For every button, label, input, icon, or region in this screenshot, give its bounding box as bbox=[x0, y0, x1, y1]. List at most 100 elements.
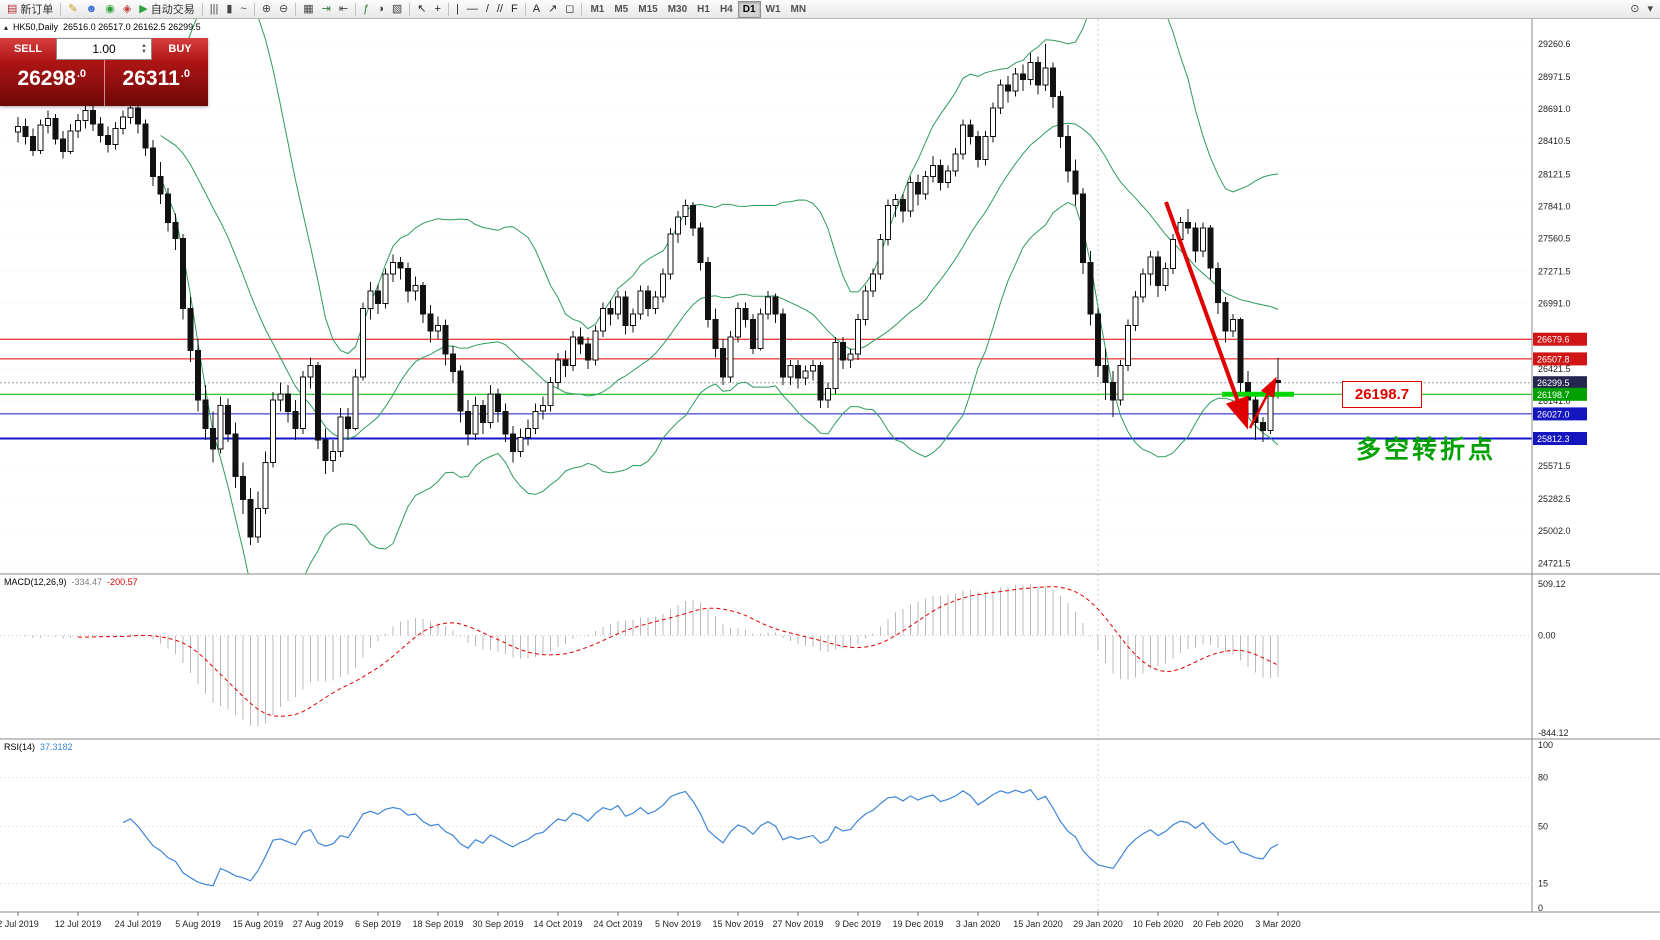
zoom-in-icon[interactable]: ⊕ bbox=[258, 0, 275, 18]
bollinger-upper-line bbox=[160, 19, 1279, 355]
svg-text:26027.0: 26027.0 bbox=[1537, 409, 1570, 419]
svg-text:26679.6: 26679.6 bbox=[1537, 335, 1570, 345]
svg-text:9 Dec 2019: 9 Dec 2019 bbox=[835, 919, 881, 929]
timeframe-h4[interactable]: H4 bbox=[719, 3, 733, 15]
toolbar-right-group: ⊙ ▾ bbox=[1626, 0, 1657, 18]
market-icon[interactable]: ◈ bbox=[119, 0, 135, 18]
text-icon[interactable]: A bbox=[529, 0, 544, 18]
cursor-icon[interactable]: ↖ bbox=[413, 0, 430, 18]
sell-price-decimal: .0 bbox=[76, 68, 87, 80]
search-icon: ⊙ bbox=[1630, 2, 1640, 15]
svg-text:25282.5: 25282.5 bbox=[1538, 494, 1571, 504]
crosshair-icon[interactable]: + bbox=[431, 0, 445, 18]
refresh-icon[interactable]: ◉ bbox=[101, 0, 119, 18]
timeframe-m15[interactable]: M15 bbox=[638, 3, 658, 15]
svg-text:6 Sep 2019: 6 Sep 2019 bbox=[355, 919, 401, 929]
panel-frame bbox=[0, 19, 1660, 913]
chart-annotations[interactable] bbox=[1164, 201, 1294, 430]
tile-windows-icon: ▦ bbox=[303, 2, 314, 15]
timeframe-m30[interactable]: M30 bbox=[667, 3, 688, 15]
panel-splitter-rsi[interactable] bbox=[0, 736, 1532, 742]
timeframe-w1[interactable]: W1 bbox=[765, 3, 781, 15]
panel-splitter-macd[interactable] bbox=[0, 571, 1532, 577]
new-order-icon: ▤ bbox=[7, 2, 18, 15]
autotrading-button[interactable]: ▶ 自动交易 bbox=[135, 0, 198, 18]
svg-text:3 Jan 2020: 3 Jan 2020 bbox=[956, 919, 1001, 929]
svg-text:3 Mar 2020: 3 Mar 2020 bbox=[1255, 919, 1301, 929]
timeframe-m1[interactable]: M1 bbox=[590, 3, 605, 15]
periods-icon[interactable]: ◑ bbox=[373, 0, 388, 18]
volume-field[interactable]: 1.00 ▲ ▼ bbox=[56, 38, 152, 60]
candlestick-chart-icon[interactable]: ▮ bbox=[222, 0, 236, 18]
shapes-icon[interactable]: ◻ bbox=[561, 0, 578, 18]
macd-histogram bbox=[25, 584, 1279, 727]
svg-text:15 Jan 2020: 15 Jan 2020 bbox=[1013, 919, 1063, 929]
svg-text:27271.5: 27271.5 bbox=[1538, 267, 1571, 277]
community-icon[interactable]: ☻ bbox=[82, 0, 102, 18]
line-chart-icon[interactable]: ~ bbox=[236, 0, 250, 18]
new-order-button-label: 新订单 bbox=[20, 4, 54, 16]
auto-scroll-icon[interactable]: ⇥ bbox=[318, 0, 335, 18]
chart-shift-icon[interactable]: ⇤ bbox=[335, 0, 352, 18]
trade-panel-divider bbox=[103, 60, 105, 106]
ohlc-values: 26516.0 26517.0 26162.5 26299.5 bbox=[63, 22, 201, 32]
toolbar-overflow-icon[interactable]: ▾ bbox=[1643, 0, 1657, 18]
chart-shift-icon: ⇤ bbox=[338, 2, 349, 15]
sell-price[interactable]: 26298.0 bbox=[0, 60, 104, 106]
svg-text:28691.0: 28691.0 bbox=[1538, 104, 1571, 114]
horizontal-line-icon[interactable]: — bbox=[463, 0, 482, 18]
svg-text:26421.5: 26421.5 bbox=[1538, 364, 1571, 374]
tile-windows-icon[interactable]: ▦ bbox=[299, 0, 317, 18]
search-icon[interactable]: ⊙ bbox=[1626, 0, 1643, 18]
fibonacci-icon[interactable]: F bbox=[507, 0, 522, 18]
candles-layer bbox=[15, 44, 1281, 546]
one-click-toggle-icon[interactable]: ▴ bbox=[4, 22, 9, 32]
price-annotation-box[interactable]: 26198.7 bbox=[1342, 381, 1422, 408]
volume-up-icon[interactable]: ▲ bbox=[141, 43, 147, 49]
macd-label: MACD(12,26,9) -334.47 -200.57 bbox=[4, 577, 138, 587]
buy-button[interactable]: BUY bbox=[152, 38, 208, 60]
templates-icon[interactable]: ▧ bbox=[388, 0, 406, 18]
price-axis[interactable] bbox=[1532, 19, 1660, 912]
sell-button[interactable]: SELL bbox=[0, 38, 56, 60]
toolbar-separator bbox=[447, 2, 449, 16]
bar-chart-icon[interactable]: ||| bbox=[206, 0, 223, 18]
cursor-icon: ↖ bbox=[417, 2, 427, 15]
trendline-icon[interactable]: / bbox=[482, 0, 493, 18]
svg-text:0: 0 bbox=[1538, 903, 1543, 913]
buy-price[interactable]: 26311.0 bbox=[105, 60, 209, 106]
zoom-out-icon[interactable]: ⊖ bbox=[275, 0, 292, 18]
volume-down-icon[interactable]: ▼ bbox=[141, 49, 147, 55]
channel-icon: // bbox=[496, 2, 503, 15]
toolbar-separator bbox=[581, 2, 583, 16]
metaeditor-icon[interactable]: ✎ bbox=[64, 0, 81, 18]
macd-panel: 509.12 0.00 -844.12 bbox=[0, 579, 1569, 738]
toolbar-separator bbox=[253, 2, 255, 16]
channel-icon[interactable]: // bbox=[493, 0, 507, 18]
svg-text:15: 15 bbox=[1538, 879, 1548, 889]
auto-scroll-icon: ⇥ bbox=[321, 2, 331, 15]
turning-point-text[interactable]: 多空转折点 bbox=[1356, 436, 1497, 464]
bollinger-bands bbox=[160, 19, 1279, 574]
horizontal-line-icon: — bbox=[466, 2, 478, 15]
zoom-out-icon: ⊖ bbox=[279, 2, 289, 15]
symbol-period-label: HK50,Daily bbox=[13, 22, 59, 32]
svg-text:80: 80 bbox=[1538, 773, 1548, 783]
time-axis[interactable] bbox=[0, 912, 1532, 940]
indicators-icon[interactable]: ƒ bbox=[359, 0, 373, 18]
macd-signal-value: -200.57 bbox=[107, 577, 138, 587]
timeframe-d1[interactable]: D1 bbox=[737, 0, 761, 18]
timeframe-mn[interactable]: MN bbox=[790, 3, 807, 15]
svg-text:0.00: 0.00 bbox=[1538, 631, 1556, 641]
timeframe-h1[interactable]: H1 bbox=[697, 3, 710, 15]
timeframe-m5[interactable]: M5 bbox=[614, 3, 629, 15]
macd-signal-line bbox=[78, 586, 1279, 717]
rsi-label: RSI(14) 37.3182 bbox=[4, 742, 73, 752]
new-order-button[interactable]: ▤ 新订单 bbox=[3, 0, 57, 18]
rsi-value: 37.3182 bbox=[40, 742, 73, 752]
arrows-icon[interactable]: ↗ bbox=[544, 0, 561, 18]
svg-text:15 Nov 2019: 15 Nov 2019 bbox=[712, 919, 763, 929]
vertical-line-icon[interactable]: | bbox=[452, 0, 463, 18]
